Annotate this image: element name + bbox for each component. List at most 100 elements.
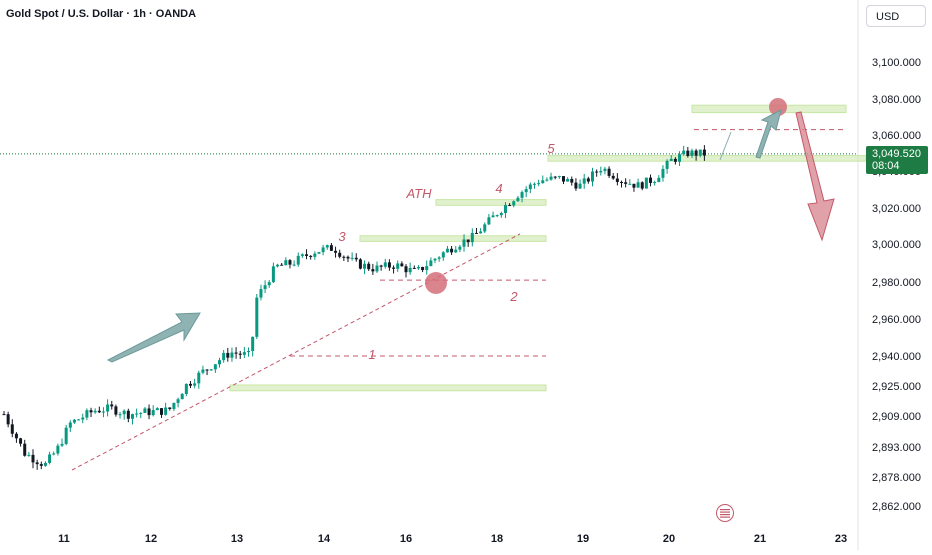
candle-body bbox=[342, 256, 346, 258]
candle-body bbox=[325, 245, 329, 248]
wave-label-4: 4 bbox=[495, 181, 502, 196]
candle-body bbox=[267, 282, 271, 286]
candle-body bbox=[72, 419, 76, 423]
candle-body bbox=[64, 427, 68, 444]
candle-body bbox=[56, 445, 60, 454]
ath-label: ATH bbox=[405, 186, 432, 201]
y-tick-label: 3,020.000 bbox=[872, 203, 921, 215]
y-tick-label: 2,862.000 bbox=[872, 501, 921, 513]
candle-body bbox=[649, 177, 653, 183]
candle-body bbox=[603, 168, 607, 171]
down-arrow-icon bbox=[795, 111, 835, 242]
candle-body bbox=[429, 260, 433, 267]
candle-body bbox=[396, 263, 400, 269]
candle-body bbox=[454, 249, 458, 253]
candle-body bbox=[653, 182, 657, 184]
candle-body bbox=[296, 255, 300, 265]
candle-body bbox=[483, 224, 487, 232]
x-tick-label: 21 bbox=[754, 533, 766, 545]
candle-body bbox=[317, 252, 321, 254]
candle-body bbox=[479, 231, 483, 234]
candle-body bbox=[197, 372, 201, 384]
candle-body bbox=[690, 150, 694, 156]
candle-body bbox=[392, 267, 396, 269]
candle-body bbox=[607, 168, 611, 176]
candle-body bbox=[126, 410, 130, 419]
candle-body bbox=[68, 422, 72, 428]
candle-body bbox=[159, 408, 163, 415]
candle-body bbox=[508, 205, 512, 207]
y-tick-label: 2,878.000 bbox=[872, 472, 921, 484]
candle-body bbox=[147, 408, 151, 416]
wave-label-1: 1 bbox=[368, 347, 375, 362]
swing-low-marker bbox=[425, 272, 447, 294]
candle-body bbox=[81, 417, 85, 420]
candle-body bbox=[271, 266, 275, 283]
candle-body bbox=[474, 232, 478, 234]
candle-body bbox=[193, 383, 197, 386]
candle-body bbox=[334, 250, 338, 253]
candle-body bbox=[383, 262, 387, 267]
y-tick-label: 2,940.000 bbox=[872, 351, 921, 363]
candle-body bbox=[516, 197, 520, 202]
candle-body bbox=[14, 433, 18, 439]
candle-body bbox=[441, 252, 445, 258]
candle-body bbox=[27, 454, 31, 456]
candle-body bbox=[31, 454, 35, 463]
last-price-value: 3,049.520 bbox=[872, 148, 921, 160]
candle-body bbox=[487, 217, 491, 225]
flag-icon[interactable] bbox=[716, 504, 734, 522]
candle-body bbox=[89, 410, 93, 413]
candle-body bbox=[155, 408, 159, 411]
candle-body bbox=[694, 150, 698, 156]
candle-body bbox=[669, 158, 673, 161]
candle-body bbox=[6, 414, 10, 425]
x-tick-label: 12 bbox=[145, 533, 157, 545]
candle-body bbox=[276, 264, 280, 267]
candle-body bbox=[309, 255, 313, 257]
candle-body bbox=[462, 239, 466, 247]
y-tick-label: 2,980.000 bbox=[872, 277, 921, 289]
candle-body bbox=[110, 404, 114, 407]
candle-body bbox=[375, 265, 379, 272]
x-tick-label: 19 bbox=[577, 533, 589, 545]
candle-body bbox=[644, 177, 648, 189]
candle-body bbox=[379, 265, 383, 267]
candle-body bbox=[255, 297, 259, 337]
candle-body bbox=[665, 160, 669, 169]
candle-body bbox=[421, 267, 425, 271]
candle-body bbox=[218, 360, 222, 365]
candle-body bbox=[168, 407, 172, 409]
candle-body bbox=[114, 406, 118, 415]
candle-body bbox=[570, 178, 574, 183]
y-tick-label: 2,893.000 bbox=[872, 442, 921, 454]
candle-body bbox=[242, 352, 246, 355]
candle-body bbox=[657, 177, 661, 183]
candle-body bbox=[122, 410, 126, 415]
candle-body bbox=[93, 410, 97, 413]
support-zone bbox=[229, 384, 547, 392]
candle-body bbox=[566, 178, 570, 182]
x-tick-label: 23 bbox=[835, 533, 847, 545]
candle-body bbox=[367, 263, 371, 270]
candle-body bbox=[35, 462, 39, 465]
y-tick-label: 2,909.000 bbox=[872, 411, 921, 423]
candle-body bbox=[60, 443, 64, 446]
candle-body bbox=[636, 182, 640, 188]
candle-body bbox=[205, 369, 209, 371]
currency-selector[interactable]: USD bbox=[866, 5, 926, 27]
candle-body bbox=[346, 256, 350, 259]
y-tick-label: 2,925.000 bbox=[872, 381, 921, 393]
candle-body bbox=[43, 462, 47, 466]
trend-line bbox=[71, 233, 521, 471]
candle-body bbox=[19, 438, 23, 444]
candle-body bbox=[628, 183, 632, 185]
candle-body bbox=[39, 464, 43, 466]
candle-body bbox=[599, 170, 603, 173]
candle-body bbox=[52, 453, 56, 455]
candle-body bbox=[251, 336, 255, 351]
candle-body bbox=[582, 178, 586, 184]
